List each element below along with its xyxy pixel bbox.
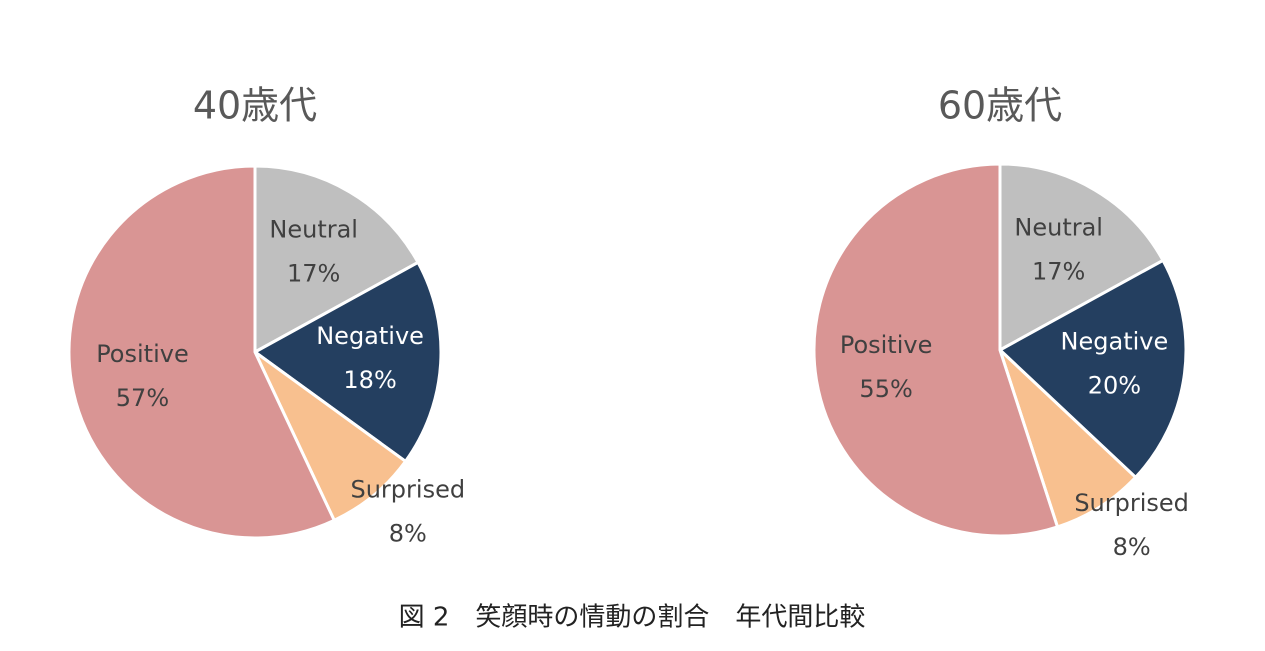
pie-slice bbox=[998, 348, 1138, 529]
slice-label: Neutral bbox=[269, 216, 358, 244]
slice-label: Positive bbox=[840, 331, 933, 359]
slice-value-label: 17% bbox=[287, 260, 340, 288]
slice-label: Negative bbox=[316, 322, 424, 350]
slice-label: Surprised bbox=[350, 476, 465, 504]
slice-value-label: 55% bbox=[859, 375, 912, 403]
pie-slice bbox=[252, 260, 443, 464]
slice-label: Surprised bbox=[1074, 489, 1189, 517]
slice-value-label: 20% bbox=[1088, 371, 1141, 399]
slice-value-label: 8% bbox=[1113, 533, 1151, 561]
slice-label: Neutral bbox=[1014, 214, 1103, 242]
pie-slice bbox=[253, 350, 408, 523]
slice-value-label: 17% bbox=[1032, 258, 1085, 286]
pie-slice bbox=[812, 162, 1060, 538]
slice-value-label: 57% bbox=[116, 384, 169, 412]
slice-label: Negative bbox=[1061, 327, 1169, 355]
slice-value-label: 18% bbox=[343, 366, 396, 394]
chart-title: 40歳代 bbox=[193, 84, 317, 128]
slice-label: Positive bbox=[96, 340, 189, 368]
caption: 図 2 笑顔時の情動の割合 年代間比較 bbox=[399, 603, 866, 633]
pie-slice bbox=[67, 164, 337, 540]
pie-slice bbox=[997, 258, 1188, 480]
pie-slice bbox=[253, 164, 421, 355]
slice-value-label: 8% bbox=[389, 520, 427, 548]
pie-slice bbox=[998, 162, 1166, 353]
chart-title: 60歳代 bbox=[938, 84, 1062, 128]
